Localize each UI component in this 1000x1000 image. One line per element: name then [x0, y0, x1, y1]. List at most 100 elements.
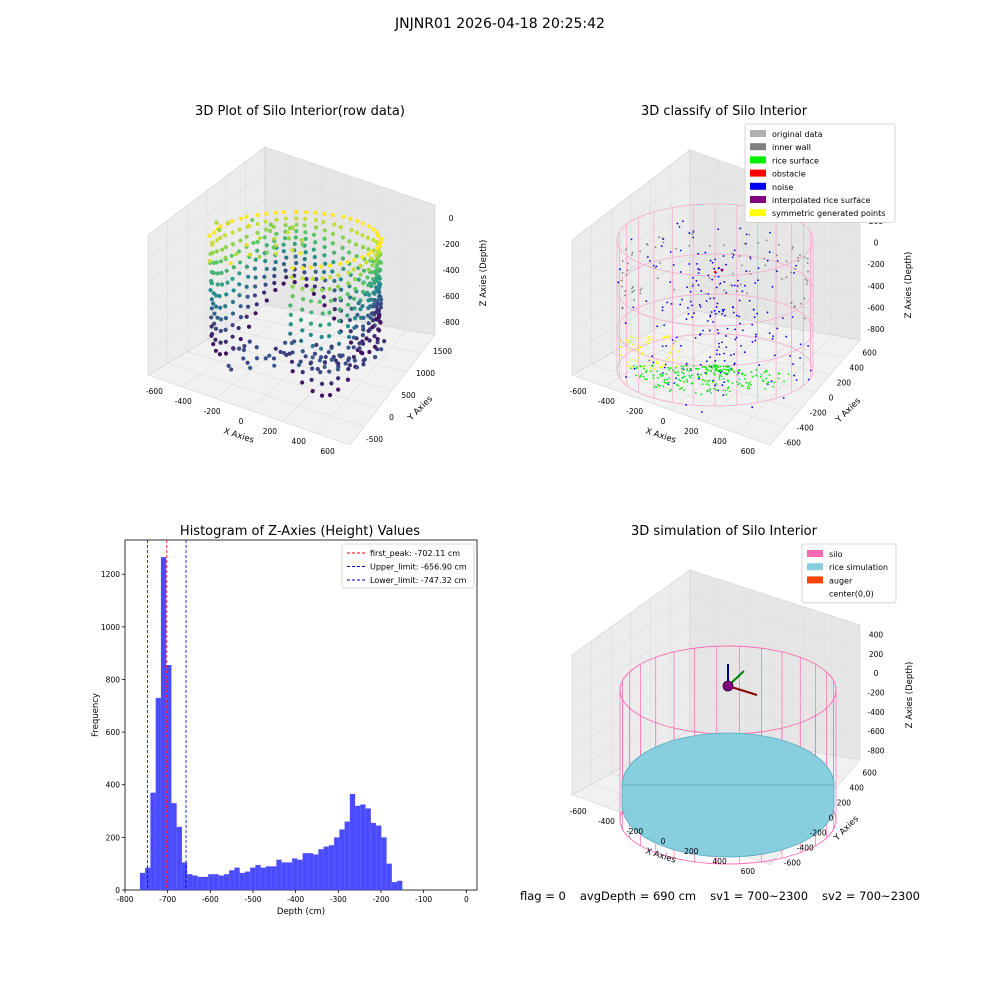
raw-data-point [366, 247, 371, 252]
rice-surface-point [640, 373, 643, 375]
rice-surface-point [728, 365, 730, 368]
noise-point [754, 339, 757, 342]
symmetric-point [647, 342, 650, 345]
rice-surface-point [690, 374, 693, 377]
symmetric-point [659, 366, 662, 368]
inner-wall-point [803, 256, 806, 259]
avg-depth-readout: avgDepth = 690 cm [579, 889, 697, 903]
histogram-bar [155, 697, 161, 890]
noise-point [748, 299, 751, 302]
noise-point [712, 297, 715, 300]
rice-surface-point [727, 386, 730, 389]
raw-data-point [230, 299, 236, 305]
raw-data-point [223, 327, 228, 332]
raw-data-point [294, 209, 299, 215]
raw-data-point [373, 252, 379, 258]
rice-surface-point [748, 381, 751, 384]
raw-data-point [212, 230, 217, 235]
rice-surface-point [669, 367, 672, 370]
histogram-bar [307, 853, 314, 890]
rice-surface-point [728, 370, 730, 373]
histogram-bar [197, 876, 203, 890]
noise-point [722, 255, 725, 257]
raw-data-point [284, 255, 289, 260]
rice-surface-point [744, 374, 747, 377]
z-tick-label: 400 [869, 631, 884, 640]
raw-data-point [244, 242, 249, 247]
rice-surface-point [645, 371, 647, 374]
raw-data-point [365, 275, 370, 280]
histogram-bar [355, 805, 361, 890]
raw-data-point [326, 334, 332, 339]
raw-data-point [255, 212, 260, 218]
x-tick-label: 0 [239, 417, 244, 426]
raw-data-point [366, 328, 371, 334]
noise-point [709, 297, 712, 300]
inner-wall-point [775, 254, 778, 257]
raw-data-point [209, 306, 214, 311]
noise-point [717, 228, 720, 231]
raw-data-point [357, 346, 362, 351]
rice-surface-point [738, 378, 741, 381]
noise-point [649, 260, 651, 262]
raw-data-point [253, 275, 258, 280]
raw-data-point [345, 313, 350, 318]
symmetric-point [667, 356, 670, 359]
rice-surface-point [707, 369, 710, 371]
raw-data-point [331, 250, 337, 255]
raw-data-point [331, 354, 336, 360]
histogram-bar [313, 854, 319, 890]
noise-point [726, 327, 729, 330]
raw-data-point [366, 298, 371, 303]
inner-wall-point [673, 288, 676, 291]
raw-data-point [375, 256, 380, 261]
rice-surface-point [653, 385, 656, 388]
raw-data-point [314, 342, 319, 347]
inner-wall-point [796, 256, 799, 259]
raw-data-point [337, 296, 343, 301]
raw-data-point [366, 321, 371, 326]
raw-data-point [214, 260, 219, 265]
inner-wall-point [793, 305, 796, 308]
noise-point [696, 373, 699, 376]
raw-data-point [313, 210, 318, 215]
raw-data-point [340, 235, 346, 240]
raw-data-point [318, 323, 323, 328]
noise-point [791, 316, 794, 318]
raw-data-point [264, 298, 269, 303]
noise-point [725, 346, 728, 349]
raw-data-point [264, 243, 269, 248]
histogram-bar [160, 557, 167, 890]
noise-point [745, 242, 747, 245]
noise-point [655, 265, 658, 268]
noise-point [756, 312, 759, 315]
noise-point [697, 252, 699, 255]
noise-point [734, 328, 737, 331]
rice-surface-point [724, 373, 727, 375]
histogram-bar [260, 867, 266, 890]
raw-data-point [288, 331, 293, 336]
rice-surface-point [680, 367, 683, 370]
rice-surface-point [678, 378, 681, 381]
raw-data-point [309, 377, 314, 382]
raw-data-point [238, 315, 244, 320]
histogram-bar [276, 859, 282, 890]
raw-data-point [272, 273, 277, 279]
raw-data-point [242, 343, 247, 349]
raw-data-point [300, 349, 305, 354]
raw-data-point [323, 261, 328, 266]
raw-data-point [264, 211, 269, 216]
inner-wall-point [654, 246, 657, 249]
raw-data-point [304, 210, 309, 215]
inner-wall-point [639, 289, 642, 292]
raw-data-point [230, 242, 236, 247]
raw-data-point [230, 334, 235, 339]
rice-surface-point [760, 373, 763, 376]
noise-point [699, 363, 702, 366]
symmetric-point [631, 365, 634, 368]
raw-data-point [224, 268, 229, 273]
raw-data-point [355, 218, 360, 224]
raw-data-point [282, 236, 288, 241]
rice-surface-point [741, 385, 744, 388]
raw-data-point [281, 242, 286, 247]
